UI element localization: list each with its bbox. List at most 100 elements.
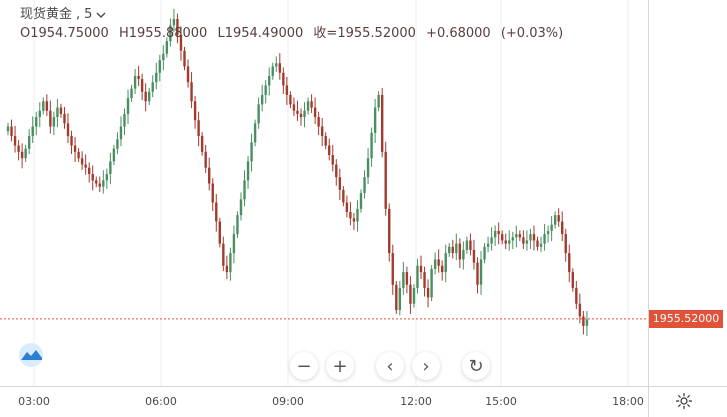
candle-body [402,272,405,288]
candle-body [24,148,27,159]
candle-body [45,101,49,111]
candle-body [260,94,264,105]
candle-body [87,167,91,175]
candle-body [412,287,416,304]
candle-body [172,18,176,26]
tradingview-logo-icon[interactable] [15,343,47,367]
candle-body [197,120,200,137]
candle-body [493,230,497,238]
candle-body [77,151,80,159]
chart-grid [33,0,629,386]
legend-title[interactable]: 现货黄金, 5 [20,5,569,24]
candle-body [148,91,151,102]
candle-body [193,101,197,121]
candle-body [102,180,105,187]
candle-body [257,104,260,124]
low-value: 1954.49000 [224,26,304,41]
time-tick-label: 15:00 [485,395,517,408]
candle-body [515,234,518,238]
candle-body [264,85,267,95]
settings-gear-icon[interactable] [675,392,693,410]
scroll-right-button[interactable]: › [412,352,440,380]
candle-body [63,113,66,124]
candle-body [119,126,123,140]
candle-body [296,110,299,114]
candle-body [370,132,373,159]
candle-body [285,85,289,95]
candle-body [546,230,550,235]
candle-body [179,34,183,51]
current-price-tag: 1955.52000 [649,309,723,328]
candle-body [70,136,73,146]
candle-body [423,272,426,288]
candle-body [490,237,493,244]
interval-label: 5 [84,7,93,22]
candle-body [200,136,204,152]
chevron-right-icon: › [422,355,430,377]
candle-body [243,180,246,200]
time-axis[interactable] [0,386,648,417]
candle-body [328,145,331,156]
candle-body [123,113,126,127]
candle-body [331,155,334,165]
candle-body [144,91,147,102]
candle-body [27,136,31,149]
candle-body [571,272,574,288]
candle-body [38,110,41,118]
candle-body [250,142,253,162]
candle-body [158,60,161,73]
candle-body [303,110,306,118]
candle-body [532,234,536,241]
candle-body [462,249,465,260]
candle-body [52,117,56,127]
candle-body [13,136,17,146]
price-axis[interactable] [648,0,727,386]
zoom-in-button[interactable]: + [326,352,354,380]
candle-body [501,234,504,241]
zoom-out-button[interactable]: − [290,352,318,380]
candle-body [419,265,423,273]
change-value: +0.68000 [426,26,491,41]
candle-body [391,253,394,285]
candle-body [151,82,154,92]
candle-body [6,126,10,132]
candle-body [440,265,444,273]
candle-body [416,265,419,288]
close-value: 1955.52000 [337,26,416,41]
candle-body [31,126,34,137]
scroll-left-button[interactable]: ‹ [376,352,404,380]
candle-body [522,237,525,244]
candle-body [232,234,236,254]
candle-body [116,139,119,149]
reset-icon: ↻ [468,355,484,377]
candle-body [539,243,543,247]
chart-plot-area[interactable] [0,0,648,386]
candle-body [42,101,45,111]
candle-body [20,151,24,159]
change-percent: (+0.03%) [500,26,564,41]
high-prefix: H [118,26,129,41]
candle-body [98,183,101,187]
candle-body [236,215,239,235]
reset-chart-button[interactable]: ↻ [462,352,490,380]
candle-body [299,113,303,118]
candle-body [215,202,218,222]
candle-body [49,110,52,127]
candle-body [349,211,352,219]
candle-body [557,215,560,222]
candle-body [137,75,140,80]
candle-body [222,243,225,266]
candle-body [377,94,380,108]
candle-body [380,94,384,152]
candle-body [359,193,363,209]
candle-body [282,72,285,86]
candle-body [105,174,109,181]
candle-body [553,215,557,225]
candle-body [218,221,221,244]
open-value: 1954.75000 [30,26,109,41]
candle-body [208,167,211,184]
candle-body [289,94,292,105]
candle-body [409,284,412,304]
low-prefix: L [217,26,225,41]
chevron-down-icon[interactable] [96,11,106,19]
